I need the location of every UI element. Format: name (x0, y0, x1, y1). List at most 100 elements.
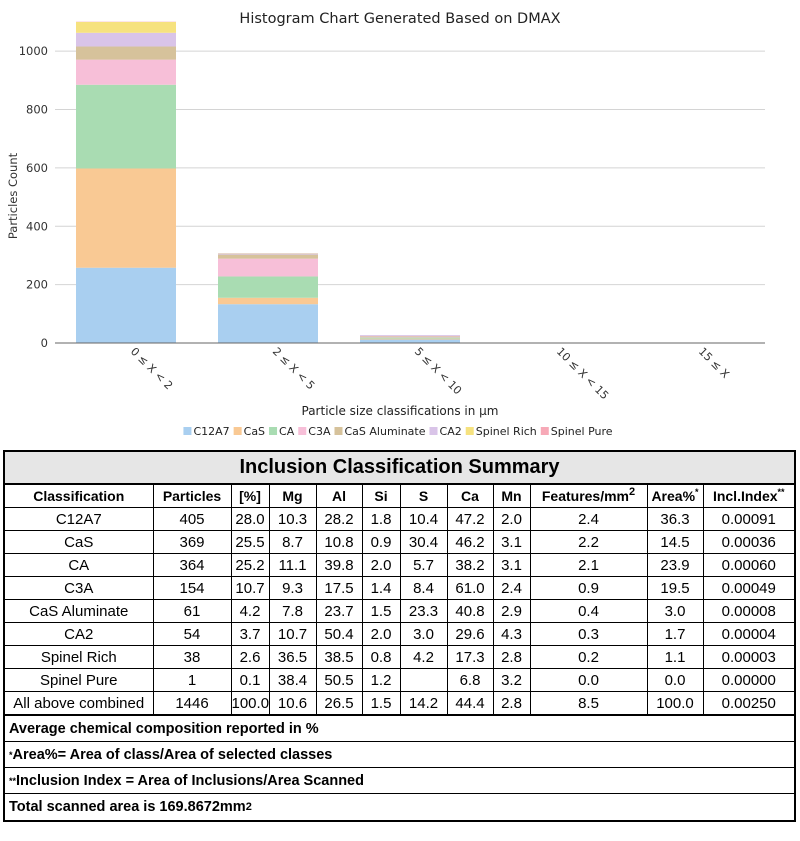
table-cell: 14.5 (646, 530, 704, 554)
table-cell: 10.7 (268, 622, 317, 646)
y-axis-label: Particles Count (6, 152, 20, 239)
table-row: Spinel Rich 38 2.6 36.5 38.5 0.8 4.2 17.3 2.8 0.2… (5, 645, 794, 669)
bar-segment (76, 46, 176, 60)
col-classification: Classification (5, 485, 154, 508)
table-cell: 39.8 (315, 553, 363, 577)
col-si: Si (361, 485, 401, 508)
legend-swatch (334, 427, 343, 435)
table-cell: 0.00008 (702, 599, 794, 623)
table-cell: 0.1 (230, 668, 270, 692)
table-cell: 10.8 (315, 530, 363, 554)
table-cell: 0.00049 (702, 576, 794, 600)
table-cell: 3.1 (492, 553, 531, 577)
index-sup: ** (777, 487, 785, 498)
summary-table: Classification Particles [%] Mg Al Si S … (5, 485, 794, 715)
histogram-chart: Histogram Chart Generated Based on DMAX … (6, 11, 765, 438)
col-index: Incl.Index** (702, 485, 794, 508)
table-cell: All above combined (5, 691, 154, 715)
table-cell: Spinel Rich (5, 645, 154, 669)
table-cell: 1.2 (361, 668, 401, 692)
summary-title: Inclusion Classification Summary (5, 452, 794, 485)
table-row: All above combined 1446 100.0 10.6 26.5 1.5 14… (5, 691, 794, 715)
y-tick-label: 0 (41, 336, 48, 350)
legend-item: Spinel Pure (540, 425, 613, 438)
table-cell: 2.4 (529, 507, 648, 531)
table-cell: 0.0 (529, 668, 648, 692)
bar-segment (218, 258, 318, 277)
table-cell: 54 (152, 622, 232, 646)
area-label: Area% (651, 488, 696, 504)
table-cell: 2.4 (492, 576, 531, 600)
bar-segment (360, 336, 460, 338)
table-cell: 38.4 (268, 668, 317, 692)
legend-item: C12A7 (183, 425, 230, 438)
table-cell: 17.3 (446, 645, 494, 669)
table-cell: 3.1 (492, 530, 531, 554)
x-axis-label: Particle size classifications in µm (302, 404, 499, 418)
table-cell: 19.5 (646, 576, 704, 600)
area-sup: * (695, 487, 699, 498)
table-cell: 61 (152, 599, 232, 623)
table-row: CaS 369 25.5 8.7 10.8 0.9 30.4 46.2 3.1 2.2 14.5 0.… (5, 530, 794, 554)
features-sup: 2 (629, 486, 636, 499)
table-cell: 8.7 (268, 530, 317, 554)
bar-stacks (76, 21, 460, 343)
table-cell: 36.3 (646, 507, 704, 531)
table-cell: 0.0 (646, 668, 704, 692)
table-cell: 38.5 (315, 645, 363, 669)
x-tick-labels: 0 ≤ X < 2 2 ≤ X < 5 5 ≤ X < 10 10 ≤ X < 15 1… (128, 345, 732, 402)
table-cell: 28.2 (315, 507, 363, 531)
bar-segment (360, 338, 460, 340)
table-cell: 0.00000 (702, 668, 794, 692)
table-cell: 3.0 (646, 599, 704, 623)
table-row: CA2 54 3.7 10.7 50.4 2.0 3.0 29.6 4.3 0.3 1.7 0.000… (5, 622, 794, 646)
table-row: CaS Aluminate 61 4.2 7.8 23.7 1.5 23.3 40.8 2.9 0… (5, 599, 794, 623)
legend-swatch (465, 427, 474, 435)
table-row: CA 364 25.2 11.1 39.8 2.0 5.7 38.2 3.1 2.1 23.9 0.0… (5, 553, 794, 577)
col-particles: Particles (152, 485, 232, 508)
legend-swatch (233, 427, 242, 435)
col-al: Al (315, 485, 363, 508)
bar-segment (218, 276, 318, 298)
table-cell: 50.4 (315, 622, 363, 646)
legend-swatch (429, 427, 438, 435)
table-cell: CaS (5, 530, 154, 554)
x-tick-label: 0 ≤ X < 2 (128, 345, 175, 392)
table-cell: 0.00091 (702, 507, 794, 531)
table-cell: 0.00003 (702, 645, 794, 669)
table-cell: 2.1 (529, 553, 648, 577)
table-cell: 0.00250 (702, 691, 794, 715)
table-cell: 0.4 (529, 599, 648, 623)
legend-label: CaS (244, 425, 265, 438)
table-row: C3A 154 10.7 9.3 17.5 1.4 8.4 61.0 2.4 0.9 19.5 0.0… (5, 576, 794, 600)
total-area-note: Total scanned area is 169.8672mm 2 (5, 793, 794, 820)
legend-swatch (183, 427, 192, 435)
legend-item: CA (269, 425, 295, 438)
table-cell: 1.1 (646, 645, 704, 669)
table-cell: 364 (152, 553, 232, 577)
table-cell: 2.0 (361, 553, 401, 577)
bar-segment (360, 335, 460, 337)
table-cell: 4.2 (399, 645, 448, 669)
table-cell: 38 (152, 645, 232, 669)
table-cell: 10.6 (268, 691, 317, 715)
table-cell: 5.7 (399, 553, 448, 577)
table-cell: 10.7 (230, 576, 270, 600)
table-cell: 25.2 (230, 553, 270, 577)
y-tick-label: 800 (26, 103, 48, 117)
table-cell: 0.00060 (702, 553, 794, 577)
table-cell: 23.7 (315, 599, 363, 623)
table-cell: 2.0 (361, 622, 401, 646)
col-mg: Mg (268, 485, 317, 508)
table-cell: C12A7 (5, 507, 154, 531)
legend-label: CA (279, 425, 295, 438)
table-cell: 6.8 (446, 668, 494, 692)
table-cell: 369 (152, 530, 232, 554)
table-cell: 40.8 (446, 599, 494, 623)
x-tick-label: 15 ≤ X (696, 345, 732, 381)
table-cell: 50.5 (315, 668, 363, 692)
bar-segment (76, 22, 176, 33)
table-cell: 8.4 (399, 576, 448, 600)
legend-swatch (540, 427, 549, 435)
table-cell: 1.8 (361, 507, 401, 531)
